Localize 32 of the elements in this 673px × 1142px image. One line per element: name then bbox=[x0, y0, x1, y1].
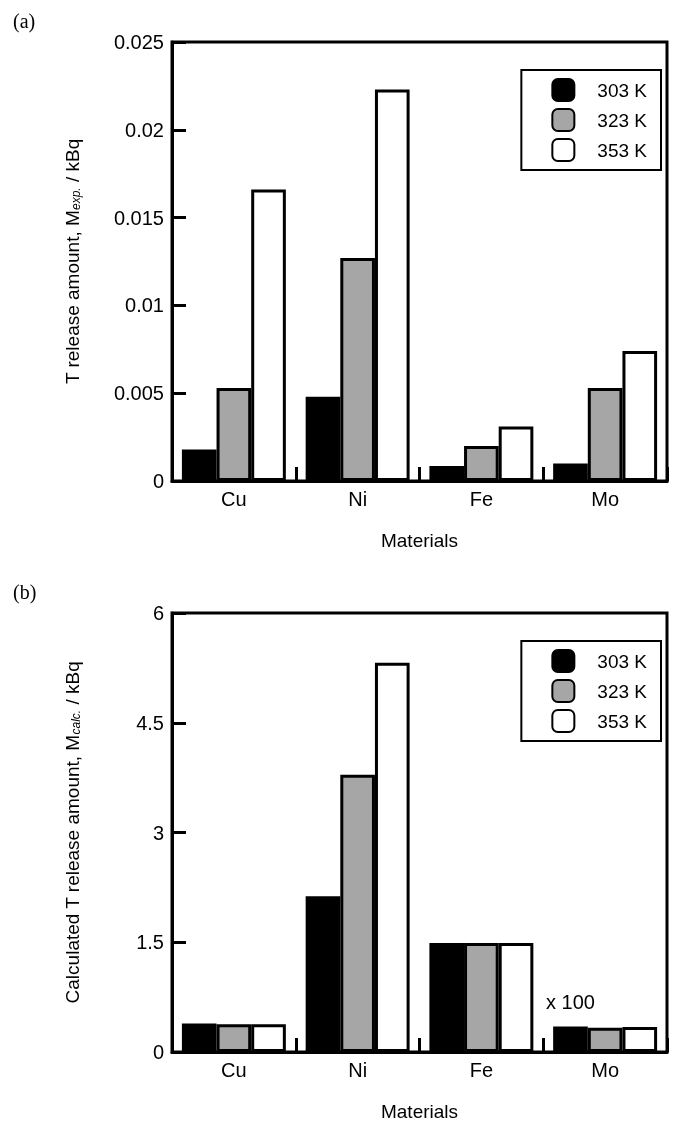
annotation: x 100 bbox=[546, 991, 595, 1014]
x-tick-label: Cu bbox=[221, 1059, 247, 1081]
x-tick-label: Ni bbox=[348, 488, 368, 510]
legend-label: 323 K bbox=[597, 680, 648, 702]
x-tick-label: Fe bbox=[469, 1059, 494, 1081]
legend-label: 353 K bbox=[597, 139, 648, 161]
legend-label: 323 K bbox=[597, 109, 648, 131]
legend-label: 353 K bbox=[597, 710, 648, 732]
y-tick-label: 6 bbox=[152, 602, 164, 624]
chart-title: (a) bbox=[13, 10, 36, 33]
chart-title: (b) bbox=[13, 581, 37, 604]
x-tick-label: Ni bbox=[348, 1059, 368, 1081]
x-tick-label: Mo bbox=[591, 488, 620, 510]
x-tick-label: Mo bbox=[591, 1059, 620, 1081]
y-axis-title: Calculated T release amount, Mcalc. / kBq bbox=[61, 661, 83, 1004]
x-tick-label: Cu bbox=[221, 488, 247, 510]
x-tick-label: Fe bbox=[469, 488, 494, 510]
y-tick-label: 4.5 bbox=[136, 711, 164, 734]
x-axis-title: Materials bbox=[380, 530, 459, 551]
y-tick-label: 0.01 bbox=[125, 294, 164, 317]
y-axis-title: T release amount, Mexp. / kBq bbox=[61, 138, 83, 385]
y-tick-label: 0.015 bbox=[113, 206, 164, 229]
y-tick-label: 0 bbox=[152, 470, 164, 492]
y-tick-label: 0.005 bbox=[113, 382, 164, 405]
y-tick-label: 3 bbox=[152, 821, 164, 844]
legend-label: 303 K bbox=[597, 650, 648, 672]
y-tick-label: 0 bbox=[152, 1041, 164, 1063]
y-tick-label: 0.02 bbox=[125, 118, 164, 141]
y-tick-label: 1.5 bbox=[136, 931, 164, 954]
x-axis-title: Materials bbox=[380, 1101, 459, 1122]
y-tick-label: 0.025 bbox=[113, 31, 164, 53]
legend-label: 303 K bbox=[597, 79, 648, 101]
